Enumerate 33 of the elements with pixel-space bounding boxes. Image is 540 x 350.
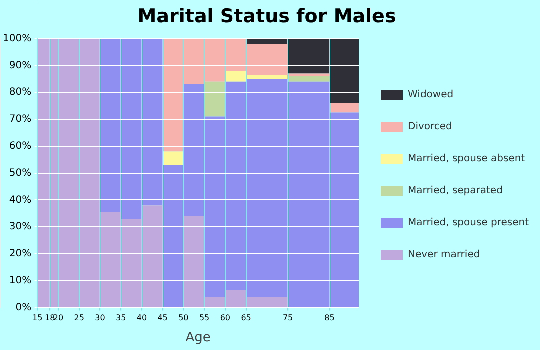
x-tick-label: 50 — [178, 314, 189, 323]
x-tick-label: 55 — [199, 314, 210, 323]
y-tick-label: 80% — [9, 87, 32, 98]
y-tick-label: 20% — [9, 248, 32, 260]
x-tick-label: 20 — [53, 314, 64, 323]
y-tick-label: 50% — [9, 168, 32, 179]
legend-label: Never married — [408, 250, 480, 261]
x-tick-label: 60 — [220, 314, 231, 323]
x-tick-label: 35 — [116, 314, 126, 323]
x-tick-label: 65 — [241, 314, 252, 323]
x-tick-label: 40 — [136, 314, 148, 323]
x-tick-label: 25 — [74, 314, 84, 323]
x-axis-title: Age — [186, 330, 211, 346]
x-tick-label: 45 — [158, 314, 168, 323]
legend-label: Married, separated — [408, 186, 503, 197]
legend-label: Married, spouse absent — [408, 154, 526, 165]
y-tick-label: 60% — [9, 140, 32, 152]
x-tick-label: 30 — [95, 314, 106, 323]
legend-label: Divorced — [408, 122, 452, 133]
y-tick-label: 70% — [9, 114, 32, 126]
y-tick-label: 100% — [2, 33, 32, 44]
legend-label: Married, spouse present — [408, 218, 530, 229]
chart-title: Marital Status for Males — [138, 5, 396, 28]
y-tick-label: 40% — [9, 194, 32, 206]
y-tick-label: 10% — [9, 275, 32, 286]
y-tick-label: 90% — [9, 60, 32, 72]
x-tick-label: 15 — [32, 314, 43, 323]
y-tick-label: 30% — [9, 222, 32, 233]
x-tick-label: 18 — [45, 314, 56, 323]
x-tick-label: 75 — [282, 314, 294, 323]
legend-label: Widowed — [408, 90, 454, 101]
x-tick-label: 85 — [324, 314, 335, 323]
y-tick-label: 0% — [16, 302, 32, 314]
